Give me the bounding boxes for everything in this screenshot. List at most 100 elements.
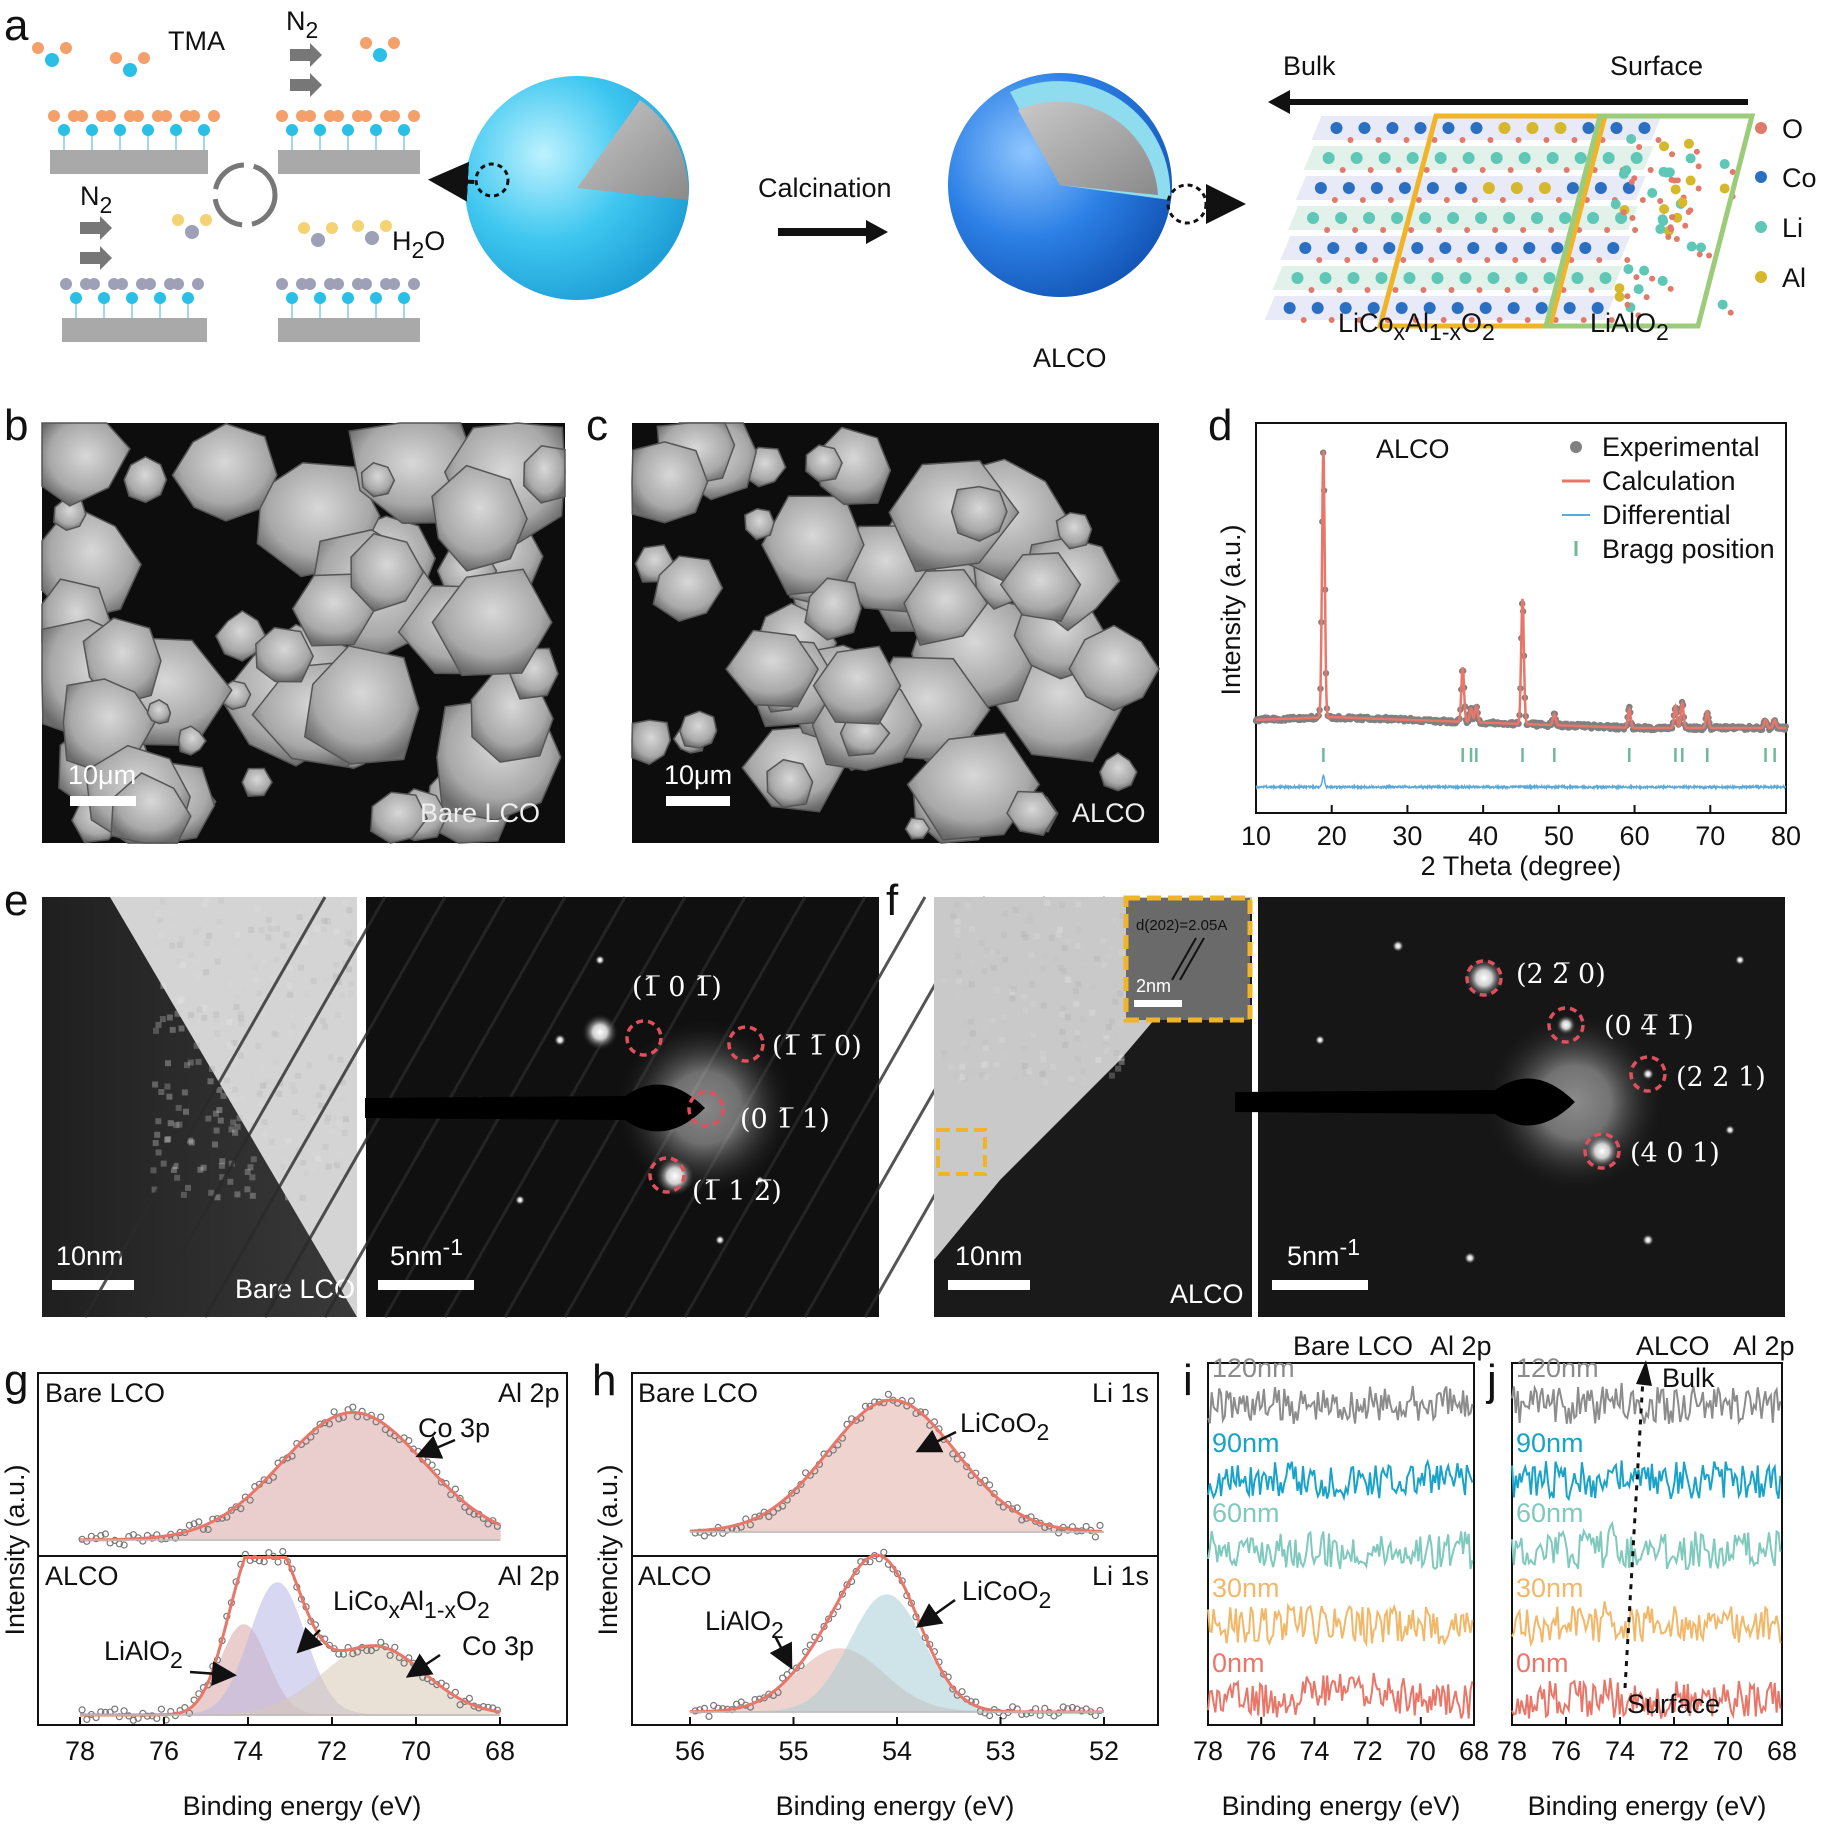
tem-grain [982,1074,989,1081]
depth-label-0nm: 0nm [1516,1648,1569,1678]
oxygen-atom [1408,227,1415,233]
tem-grain [234,994,241,1001]
tem-grain [255,1065,262,1072]
crystal-atom [1543,272,1556,284]
scale-label-c: 10μm [664,760,732,790]
oxygen-atom [1608,317,1615,323]
sem-particle [303,645,420,765]
hrtem-inset [1123,895,1253,1023]
free-molecule [365,231,379,245]
crystal-atom [1523,242,1536,254]
tem-grain [347,940,354,947]
tem-grain [249,1174,256,1181]
tem-grain [1110,917,1117,924]
tem-grain [265,934,272,941]
tem-grain [160,982,167,989]
sem-particle [1006,790,1058,837]
tem-grain [341,1129,348,1136]
tem-grain [342,900,349,906]
sem-particle [1068,624,1160,712]
oxygen-atom [1380,227,1387,233]
ligand-atom [208,110,220,122]
lialo2-atom [1639,265,1650,276]
xps-data-point [330,1408,338,1416]
tma-label: TMA [168,26,225,56]
h-top-line: Li 1s [1092,1378,1149,1408]
tem-grain [313,925,320,932]
tem-grain [155,1021,162,1028]
free-ligand [388,37,400,49]
oxygen-atom [1624,301,1631,308]
tem-grain [264,926,271,932]
tem-grain [319,1084,326,1091]
sem-particles-c [631,422,1160,844]
oxygen-atom [1620,209,1627,216]
tem-grain [1020,993,1027,1000]
tem-grain [179,961,186,968]
tem-grain [269,974,276,981]
xps-data-point [985,1481,994,1489]
tem-grain [232,1129,239,1136]
tem-grain [342,960,349,967]
tem-grain [195,1058,202,1065]
substrate-4 [278,318,420,342]
sem-particle [214,609,267,662]
tem-grain [327,1136,334,1143]
sphere-cut-face [577,100,689,200]
saed-spot [1642,1068,1654,1080]
tem-grain [159,1016,166,1023]
crystal-atom [1531,212,1544,224]
sem-particle [679,710,718,749]
tem-grain [164,1136,171,1143]
tem-grain [157,917,164,924]
depth-label-90nm: 90nm [1212,1428,1280,1458]
tem-grain [321,926,328,933]
saed-spot [1315,1035,1325,1045]
scale-bar-e-left [52,1280,134,1290]
depth-label-90nm: 90nm [1516,1428,1584,1458]
substrate-3 [62,318,207,342]
tem-grain [296,914,303,920]
crystal-atom [1630,152,1643,164]
xrd-differential-line [1255,773,1787,791]
tem-grain [337,1056,344,1063]
oxygen-atom [1403,137,1410,143]
tem-grain [1040,1056,1047,1063]
tem-grain [348,980,354,987]
saed-spot [595,955,605,965]
oxygen-atom [1431,137,1438,143]
tem-grain [258,1100,265,1107]
crystal-atom [1291,272,1304,284]
al-atom [370,124,382,136]
ligand-atom [88,278,100,290]
tem-grain [1079,1016,1086,1023]
al-atom [314,292,326,304]
xps-data-point [778,1674,787,1682]
tem-grain [187,952,194,958]
xps-data-point [237,1504,245,1513]
tem-grain [201,901,208,908]
crystal-atom [1518,152,1531,164]
tem-grain [1095,1057,1102,1063]
tem-grain [962,985,968,991]
tem-grain [261,1119,268,1126]
tem-grain [239,1094,246,1101]
tem-grain [237,1052,244,1059]
tem-grain [1105,1024,1112,1031]
tem-grain [207,1078,214,1085]
tem-grain [325,918,331,925]
tem-grain [228,1126,235,1133]
ligand-atom [276,278,288,290]
oxygen-atom [1580,317,1587,323]
sem-particle [1055,511,1093,550]
crystal-atom [1538,182,1551,194]
tem-grain [344,938,351,945]
tem-grain [174,1174,181,1181]
tem-grain [339,992,346,999]
inset-d-spacing: d(202)=2.05A [1136,917,1227,934]
tem-grain [1111,981,1118,988]
h-bottom-line: Li 1s [1092,1561,1149,1591]
lialo2-atom [1659,204,1670,215]
tem-grain [154,1131,161,1138]
xps-data-point [246,1496,254,1504]
